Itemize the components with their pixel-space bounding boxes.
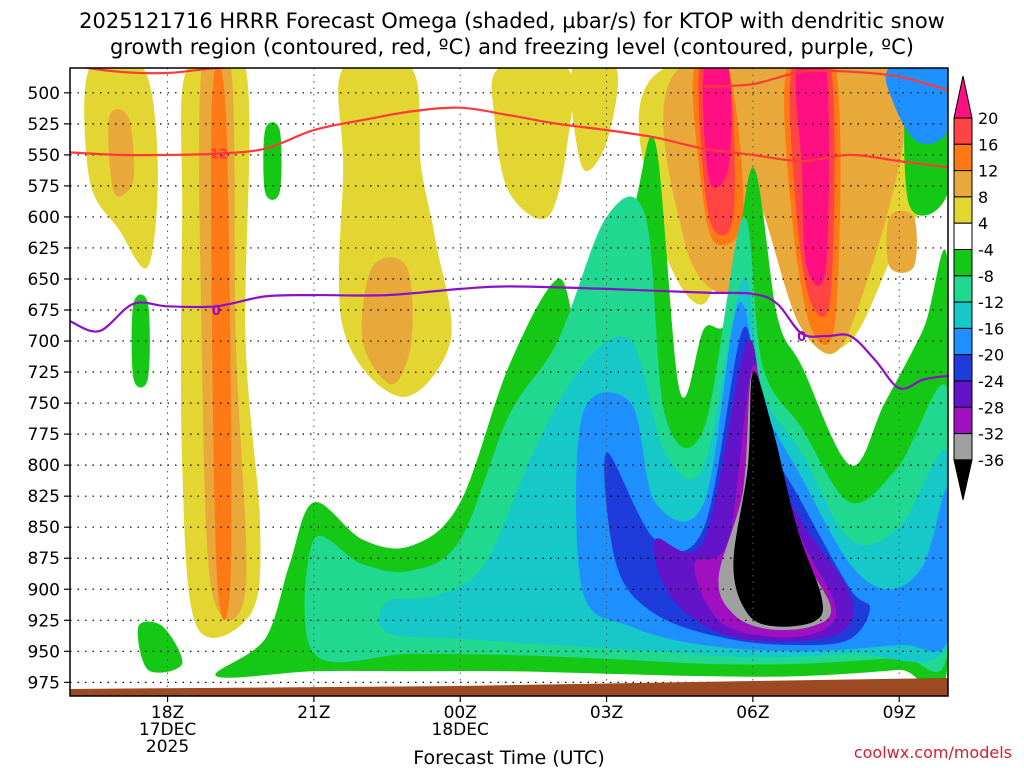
y-tick-label-800: 800 — [28, 456, 60, 476]
colorbar-label--32: -32 — [978, 425, 1004, 444]
omega-region-yellow-upper-02z — [570, 68, 619, 171]
colorbar-band-8 — [953, 196, 973, 224]
omega-region-magenta-05z — [702, 68, 732, 188]
y-tick-label-700: 700 — [28, 332, 60, 352]
colorbar-label--24: -24 — [978, 372, 1004, 391]
colorbar-band--28 — [953, 406, 973, 435]
x-tick-label-17DEC: 17DEC — [139, 720, 196, 740]
y-tick-label-525: 525 — [28, 115, 60, 135]
colorbar-max-arrow — [953, 75, 973, 119]
omega-region-green-17z — [131, 294, 150, 388]
chart-title-line-2: growth region (contoured, red, ºC) and f… — [110, 35, 914, 59]
omega-region-darkorange-19z — [211, 68, 232, 620]
dgz-contour-label: -12 — [205, 148, 229, 163]
y-tick-label-975: 975 — [28, 673, 60, 693]
x-tick-label-06Z: 06Z — [736, 703, 769, 723]
colorbar: 20 16 12 8 4 -4 -8 -12 -16 -20 -24 -28 -32 -36 — [953, 75, 1004, 501]
dgz-contour-line-2 — [704, 69, 948, 92]
colorbar-band--12 — [953, 301, 973, 329]
y-tick-label-850: 850 — [28, 518, 60, 538]
y-tick-label-925: 925 — [28, 611, 60, 631]
omega-region-orange-left — [108, 109, 135, 197]
y-tick-label-550: 550 — [28, 146, 60, 166]
y-tick-label-900: 900 — [28, 580, 60, 600]
x-tick-label-18Z: 18Z — [151, 703, 184, 723]
omega-region-black-core — [733, 371, 823, 627]
colorbar-label--12: -12 — [978, 293, 1004, 312]
credit-text: coolwx.com/models — [854, 743, 1012, 762]
y-tick-label-825: 825 — [28, 487, 60, 507]
colorbar-label-12: 12 — [978, 162, 998, 181]
omega-region-blue-upper-right — [885, 68, 948, 145]
y-tick-label-775: 775 — [28, 425, 60, 445]
freezing-level-label-0: 0 — [212, 304, 221, 319]
colorbar-label--36: -36 — [978, 451, 1004, 470]
y-tick-label-575: 575 — [28, 177, 60, 197]
colorbar-band-12 — [953, 170, 973, 198]
colorbar-band--32 — [953, 433, 973, 461]
omega-region-green-20z-small — [263, 122, 282, 200]
colorbar-label--8: -8 — [978, 267, 994, 286]
freezing-level-label-1: 0 — [797, 330, 806, 345]
x-tick-label-21Z: 21Z — [297, 703, 330, 723]
x-tick-label-18DEC: 18DEC — [432, 720, 489, 740]
chart-title-line-1: 2025121716 HRRR Forecast Omega (shaded, … — [79, 9, 945, 33]
omega-region-green-bottom-left — [137, 621, 183, 673]
colorbar-band--24 — [953, 380, 973, 408]
y-tick-label-650: 650 — [28, 270, 60, 290]
colorbar-label--28: -28 — [978, 398, 1004, 417]
colorbar-label--16: -16 — [978, 319, 1004, 338]
colorbar-band-16 — [953, 143, 973, 172]
colorbar-label--4: -4 — [978, 241, 994, 260]
colorbar-band--8 — [953, 275, 973, 303]
colorbar-label-8: 8 — [978, 188, 988, 207]
gridlines — [70, 68, 948, 696]
plot-frame — [69, 67, 949, 697]
colorbar-label--20: -20 — [978, 346, 1004, 365]
x-tick-label-2025: 2025 — [146, 737, 189, 757]
x-tick-label-03Z: 03Z — [590, 703, 623, 723]
y-tick-label-750: 750 — [28, 394, 60, 414]
dgz-contour-line-0 — [70, 106, 948, 169]
ground-terrain — [70, 678, 948, 696]
colorbar-min-arrow — [953, 459, 973, 501]
freezing-level-line — [70, 285, 948, 390]
colorbar-band--16 — [953, 327, 973, 356]
y-axis: 500 525 550 575 600 625 650 675 700 725 750 775 800 8… — [28, 84, 70, 693]
y-tick-label-600: 600 — [28, 208, 60, 228]
dgz-contour-line-1 — [79, 68, 235, 75]
omega-region-orange-22z — [361, 257, 413, 385]
omega-region-magenta-07z — [795, 68, 830, 286]
y-tick-label-500: 500 — [28, 84, 60, 104]
colorbar-band--20 — [953, 354, 973, 382]
x-axis-label: Forecast Time (UTC) — [413, 747, 604, 768]
y-tick-label-875: 875 — [28, 549, 60, 569]
x-tick-label-00Z: 00Z — [444, 703, 477, 723]
y-tick-label-725: 725 — [28, 363, 60, 383]
colorbar-label-16: 16 — [978, 135, 998, 154]
colorbar-band-4 — [953, 222, 973, 250]
y-tick-label-950: 950 — [28, 642, 60, 662]
omega-shading — [84, 68, 948, 695]
omega-region-yellow-upper-mid — [491, 68, 574, 219]
colorbar-band-20 — [953, 117, 973, 145]
x-tick-label-09Z: 09Z — [883, 703, 916, 723]
colorbar-label-4: 4 — [978, 214, 988, 233]
colorbar-label-20: 20 — [978, 109, 998, 128]
y-tick-label-625: 625 — [28, 239, 60, 259]
contour-lines: -12 0 0 — [70, 68, 948, 390]
colorbar-band--4 — [953, 249, 973, 277]
omega-region-orange-09z — [886, 210, 917, 273]
y-tick-label-675: 675 — [28, 301, 60, 321]
